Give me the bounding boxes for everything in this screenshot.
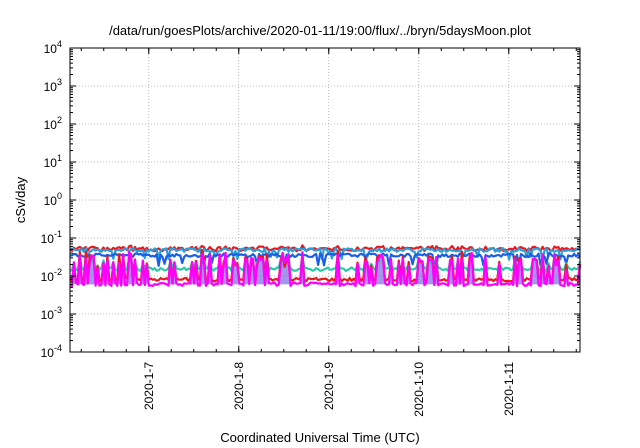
y-tick-exponent: -2 [54, 267, 62, 277]
y-tick-base: 10 [44, 194, 58, 208]
y-tick-base: 10 [44, 42, 58, 56]
y-tick-label: 10-1 [41, 229, 62, 246]
series-line-3 [69, 252, 581, 267]
series-lines [69, 244, 582, 288]
x-axis: 2020-1-7 2020-1-8 2020-1-9 2020-1-10 2020-1-… [80, 48, 577, 417]
series-line-2 [69, 247, 581, 261]
series-line-6 [69, 250, 582, 288]
y-tick-exponent: 0 [57, 191, 62, 201]
x-tick-label: 2020-1-10 [412, 362, 426, 417]
y-tick-base: 10 [41, 270, 55, 284]
y-axis-label: cSv/day [13, 176, 28, 223]
x-tick-label: 2020-1-8 [232, 362, 246, 410]
y-tick-exponent: 4 [57, 39, 62, 49]
series-line-5 [69, 248, 582, 283]
y-tick-exponent: -1 [54, 229, 62, 239]
y-tick-label: 10-3 [41, 305, 62, 322]
y-tick-base: 10 [41, 346, 55, 360]
y-tick-label: 101 [44, 153, 62, 170]
y-tick-label: 10-2 [41, 267, 62, 284]
y-tick-exponent: -4 [54, 343, 62, 353]
y-tick-exponent: 3 [57, 77, 62, 87]
x-axis-label: Coordinated Universal Time (UTC) [220, 430, 419, 445]
grid [70, 48, 580, 352]
y-tick-base: 10 [41, 232, 55, 246]
y-tick-base: 10 [44, 80, 58, 94]
x-tick-label: 2020-1-7 [142, 362, 156, 410]
y-tick-label: 100 [44, 191, 62, 208]
y-tick-base: 10 [44, 118, 58, 132]
series-line-4 [69, 255, 582, 273]
y-tick-exponent: 2 [57, 115, 62, 125]
y-tick-exponent: 1 [57, 153, 62, 163]
y-tick-base: 10 [41, 308, 55, 322]
x-tick-label: 2020-1-11 [502, 362, 516, 416]
chart-title: /data/run/goesPlots/archive/2020-01-11/1… [109, 23, 531, 38]
series-group [69, 244, 582, 288]
y-tick-base: 10 [44, 156, 58, 170]
y-tick-label: 102 [44, 115, 62, 132]
y-tick-label: 103 [44, 77, 62, 94]
x-tick-label: 2020-1-9 [322, 362, 336, 410]
y-tick-label: 10-4 [41, 343, 62, 360]
y-tick-label: 104 [44, 39, 62, 56]
y-tick-exponent: -3 [54, 305, 62, 315]
